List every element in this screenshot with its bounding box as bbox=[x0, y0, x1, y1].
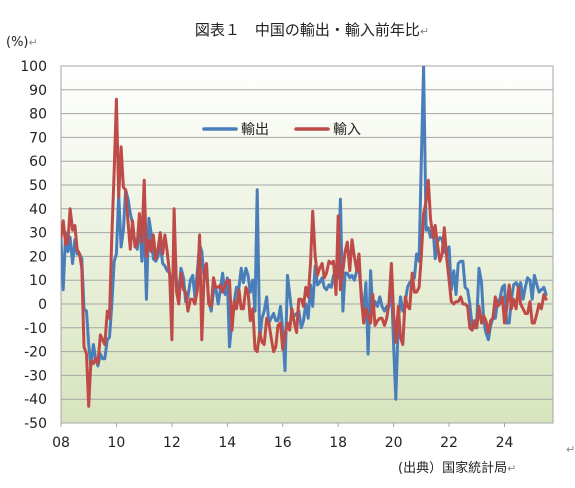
x-tick-labels: 08 10 12 14 16 18 20 22 24 bbox=[52, 423, 513, 451]
y-tick-label: 30 bbox=[29, 226, 47, 242]
y-tick-label: 70 bbox=[29, 130, 47, 146]
legend: 輸出 輸入 bbox=[202, 122, 361, 138]
y-tick-label: -50 bbox=[24, 416, 47, 432]
y-tick-label: 100 bbox=[20, 59, 47, 75]
y-tick-label: 90 bbox=[29, 83, 47, 99]
x-tick-label: 20 bbox=[385, 435, 403, 451]
y-axis-label: (%)↵ bbox=[6, 35, 38, 50]
y-tick-label: -30 bbox=[24, 368, 47, 384]
series-lines bbox=[61, 66, 548, 408]
x-tick-label: 18 bbox=[329, 435, 347, 451]
y-tick-label: 80 bbox=[29, 107, 47, 123]
x-tick-label: 22 bbox=[440, 435, 458, 451]
legend-label-imports: 輸入 bbox=[333, 122, 361, 138]
y-tick-label: -20 bbox=[24, 345, 47, 361]
legend-label-exports: 輸出 bbox=[241, 122, 269, 138]
y-tick-label: 50 bbox=[29, 178, 47, 194]
x-tick-label: 24 bbox=[496, 435, 514, 451]
x-tick-label: 08 bbox=[52, 435, 70, 451]
y-tick-label: 20 bbox=[29, 249, 47, 265]
y-tick-label: -10 bbox=[24, 321, 47, 337]
y-tick-label: 60 bbox=[29, 154, 47, 170]
y-tick-label: 10 bbox=[29, 273, 47, 289]
series-line-imports bbox=[61, 97, 548, 408]
x-tick-label: 14 bbox=[218, 435, 236, 451]
y-tick-label: 0 bbox=[38, 297, 47, 313]
x-tick-label: 12 bbox=[163, 435, 181, 451]
y-tick-label: 40 bbox=[29, 202, 47, 218]
x-tick-label: 10 bbox=[108, 435, 126, 451]
chart-title: 図表１ 中国の輸出・輸入前年比↵ bbox=[195, 21, 429, 39]
side-return-mark: ↵ bbox=[566, 443, 575, 456]
source-note: (出典）国家統計局↵ bbox=[398, 460, 516, 476]
series-line-exports bbox=[61, 66, 548, 401]
x-tick-label: 16 bbox=[274, 435, 292, 451]
y-tick-label: -40 bbox=[24, 392, 47, 408]
